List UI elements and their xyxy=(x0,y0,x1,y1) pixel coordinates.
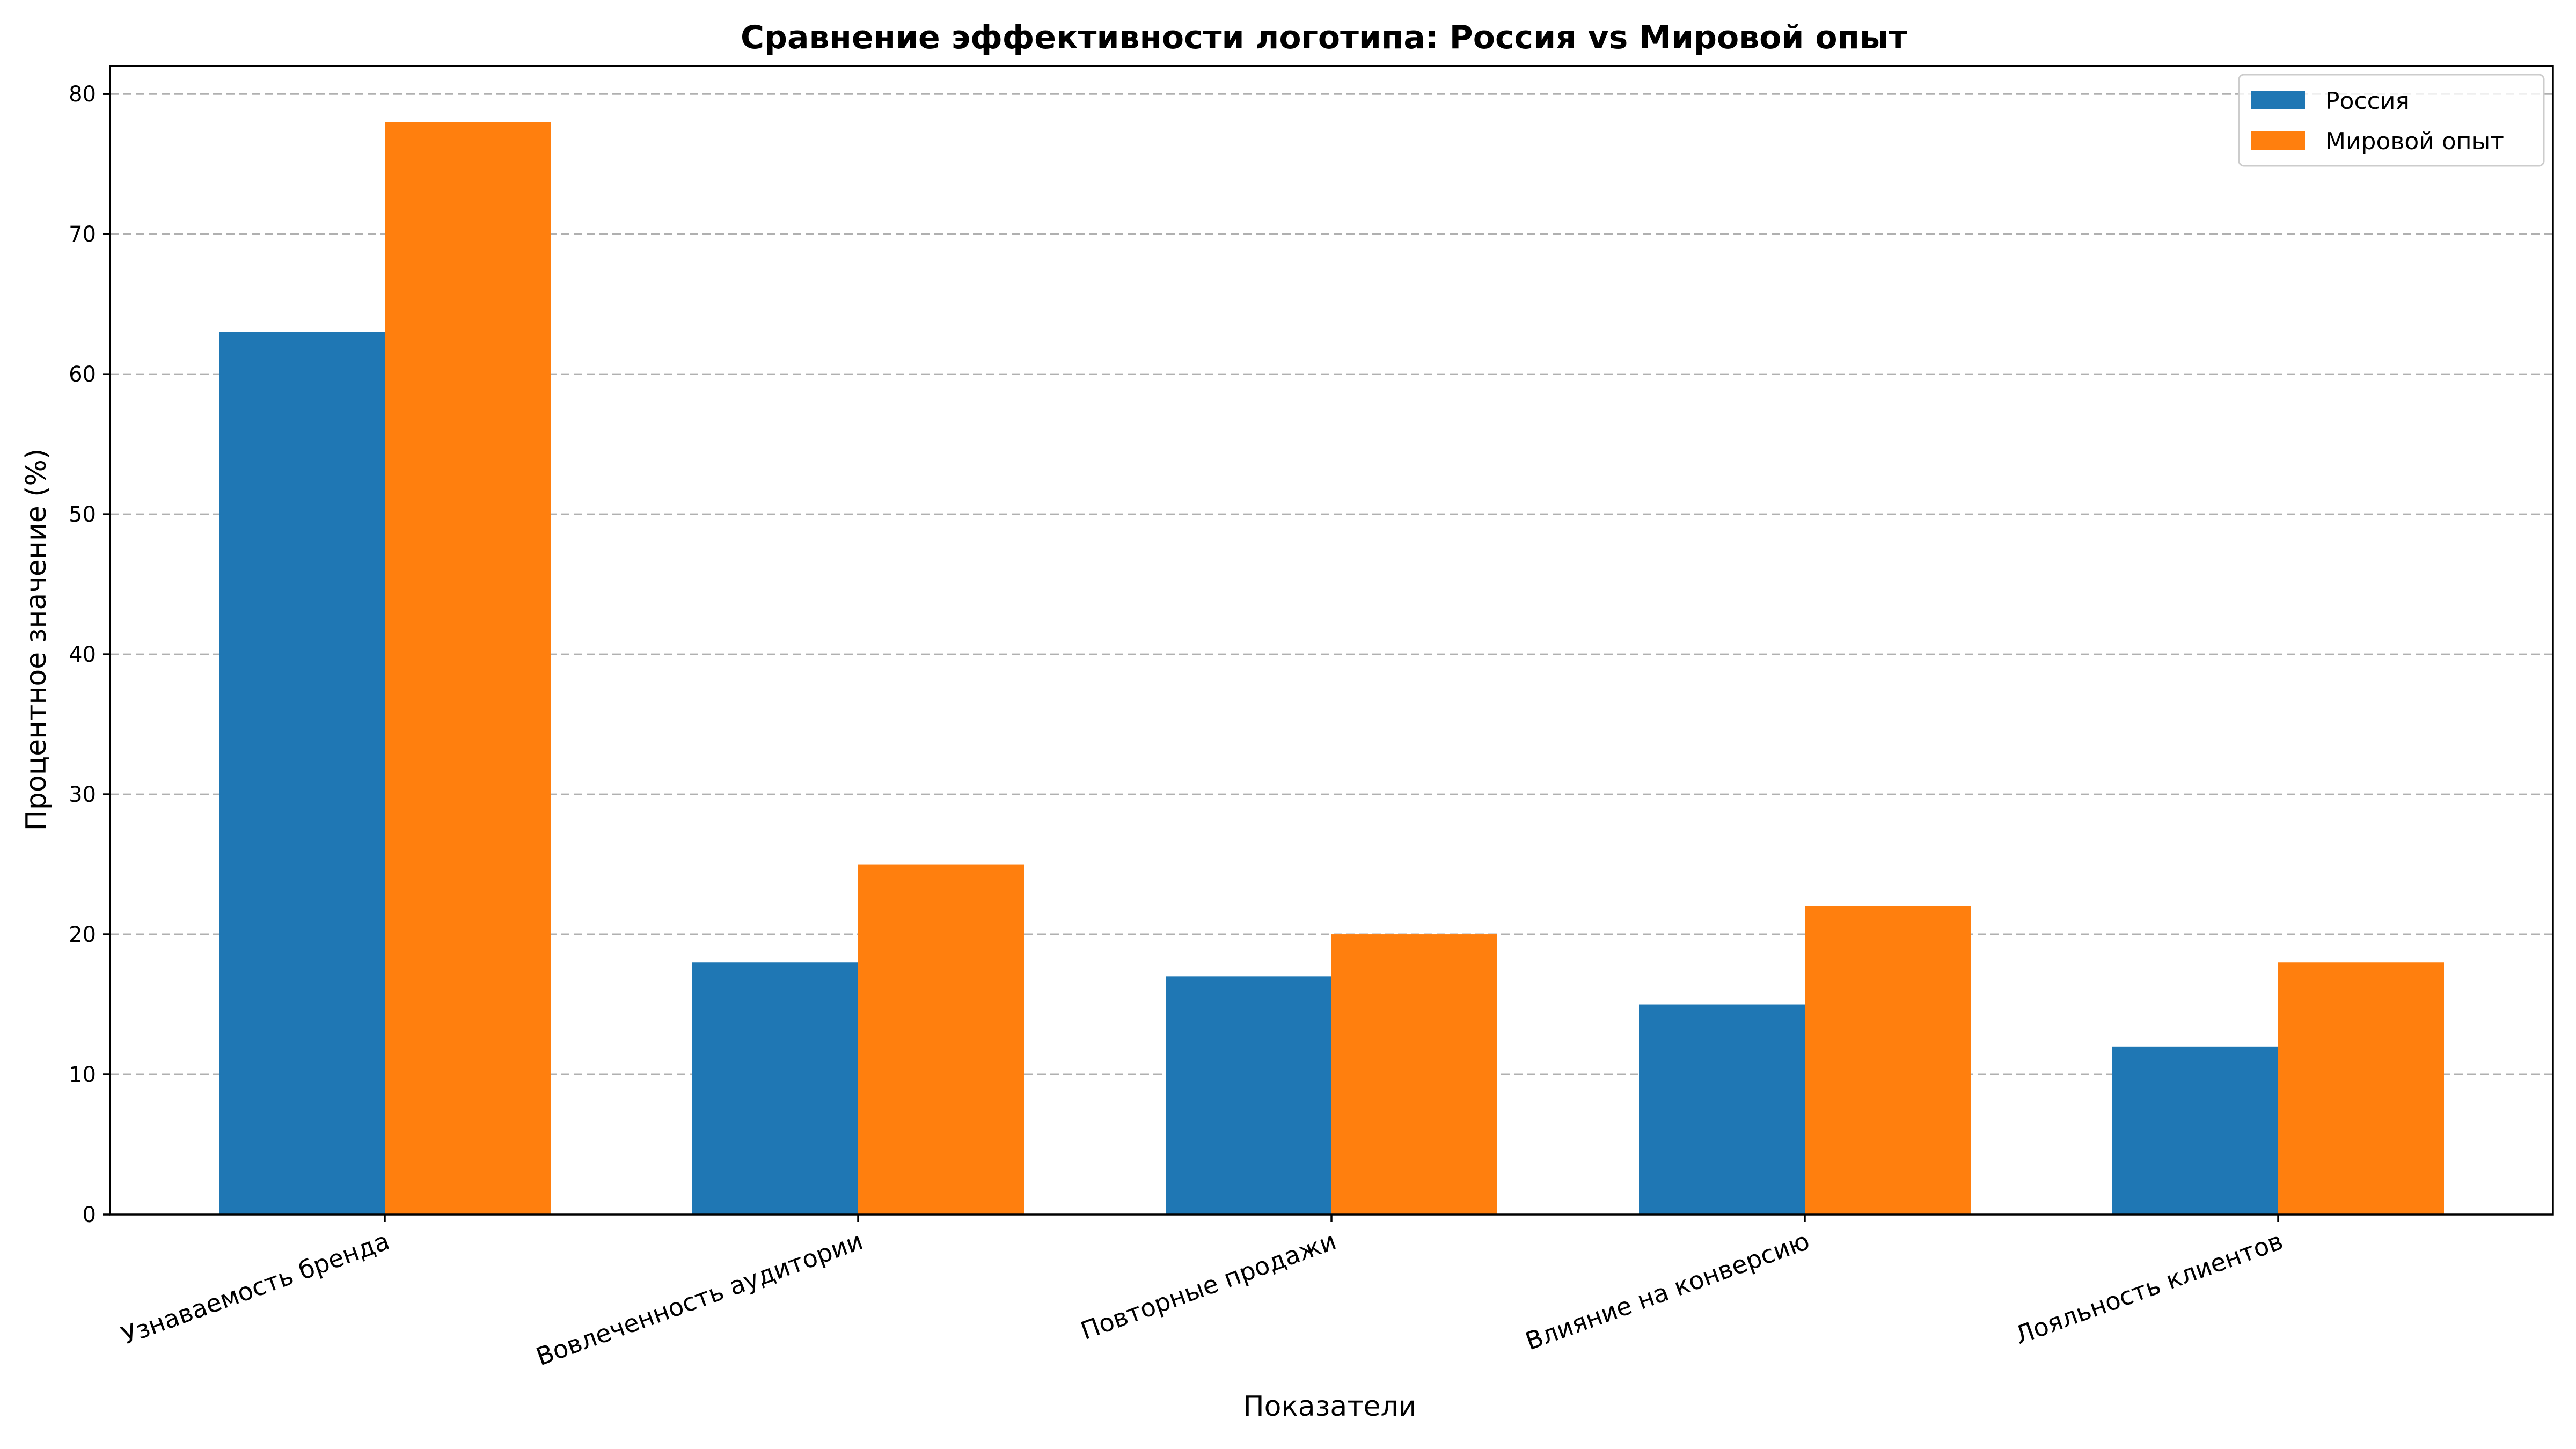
x-axis: Узнаваемость бренда Вовлеченность аудитор… xyxy=(118,1214,2287,1371)
x-tick-label: Повторные продажи xyxy=(1077,1226,1340,1345)
y-tick-label: 0 xyxy=(83,1203,96,1227)
x-tick-label: Узнаваемость бренда xyxy=(118,1226,393,1350)
x-tick-label: Вовлеченность аудитории xyxy=(532,1226,867,1372)
bar xyxy=(2112,1046,2278,1214)
y-tick-label: 70 xyxy=(69,222,96,247)
legend-label: Россия xyxy=(2325,87,2410,115)
bar xyxy=(692,962,858,1214)
x-tick-label: Лояльность клиентов xyxy=(2011,1226,2287,1350)
y-axis-label: Процентное значение (%) xyxy=(20,449,53,831)
y-tick-label: 20 xyxy=(69,923,96,947)
bar xyxy=(1805,906,1971,1214)
bar xyxy=(2278,962,2444,1214)
bar xyxy=(1166,976,1331,1214)
x-axis-label: Показатели xyxy=(1243,1391,1416,1423)
bar xyxy=(1639,1004,1805,1214)
y-tick-label: 40 xyxy=(69,642,96,667)
y-tick-label: 80 xyxy=(69,82,96,107)
bar xyxy=(219,332,385,1214)
chart-title: Сравнение эффективности логотипа: Россия… xyxy=(741,19,1907,56)
legend: Россия Мировой опыт xyxy=(2238,74,2545,167)
y-tick-label: 30 xyxy=(69,782,96,807)
y-tick-label: 10 xyxy=(69,1063,96,1087)
y-tick-label: 50 xyxy=(69,502,96,527)
x-tick-label: Влияние на конверсию xyxy=(1521,1226,1813,1356)
y-tick-label: 60 xyxy=(69,362,96,387)
legend-swatch xyxy=(2251,91,2305,109)
y-axis: 0 10 20 30 40 50 60 70 80 xyxy=(69,82,110,1227)
bars xyxy=(219,122,2444,1214)
bar xyxy=(858,864,1024,1214)
legend-swatch xyxy=(2251,131,2305,150)
legend-box xyxy=(2238,74,2545,167)
legend-label: Мировой опыт xyxy=(2325,128,2504,155)
bar xyxy=(385,122,551,1214)
bar xyxy=(1331,934,1497,1214)
